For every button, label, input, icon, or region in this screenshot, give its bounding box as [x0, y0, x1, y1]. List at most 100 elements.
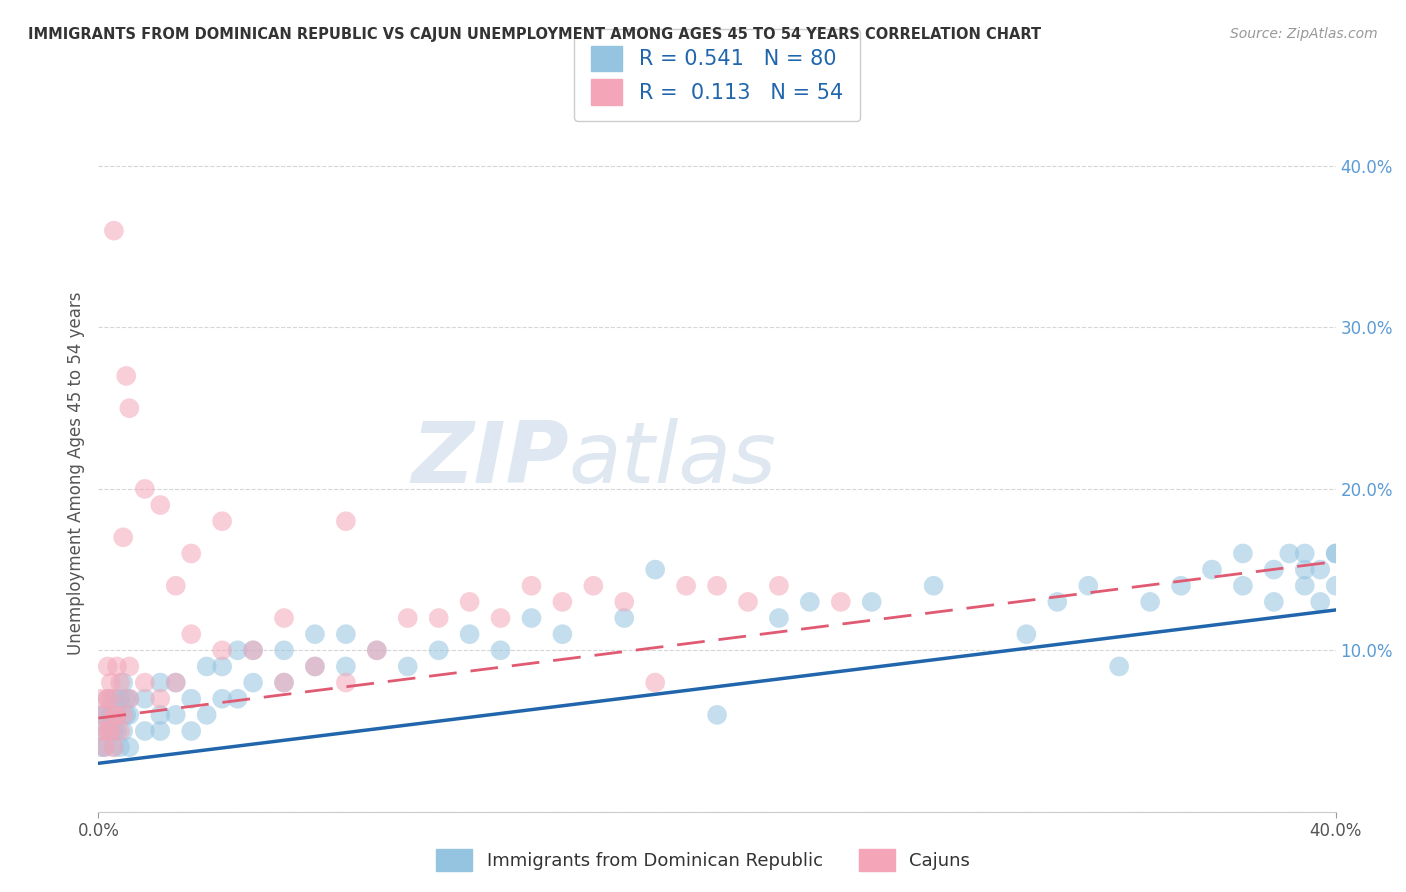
Legend: R = 0.541   N = 80, R =  0.113   N = 54: R = 0.541 N = 80, R = 0.113 N = 54 [574, 29, 860, 121]
Point [1324, 546, 1347, 560]
Point [1294, 546, 1316, 560]
Point [97, 659, 120, 673]
Point [90, 707, 112, 722]
Point [551, 627, 574, 641]
Point [582, 579, 605, 593]
Point [118, 707, 141, 722]
Point [273, 675, 295, 690]
Point [396, 659, 419, 673]
Point [90, 724, 112, 739]
Point [118, 401, 141, 416]
Point [180, 627, 202, 641]
Point [1077, 579, 1099, 593]
Point [115, 368, 138, 383]
Legend: Immigrants from Dominican Republic, Cajuns: Immigrants from Dominican Republic, Caju… [429, 842, 977, 879]
Point [100, 724, 122, 739]
Text: Source: ZipAtlas.com: Source: ZipAtlas.com [1230, 27, 1378, 41]
Point [115, 707, 138, 722]
Point [97, 724, 120, 739]
Point [149, 691, 172, 706]
Point [105, 724, 128, 739]
Point [427, 611, 450, 625]
Point [520, 611, 543, 625]
Point [134, 482, 156, 496]
Point [118, 659, 141, 673]
Point [100, 675, 122, 690]
Point [1232, 579, 1254, 593]
Point [108, 740, 131, 755]
Point [1294, 563, 1316, 577]
Point [165, 675, 187, 690]
Point [100, 691, 122, 706]
Text: atlas: atlas [568, 417, 776, 500]
Point [644, 675, 666, 690]
Point [335, 659, 357, 673]
Point [1263, 595, 1285, 609]
Point [644, 563, 666, 577]
Point [97, 724, 120, 739]
Point [1201, 563, 1223, 577]
Point [108, 675, 131, 690]
Point [613, 611, 636, 625]
Point [134, 724, 156, 739]
Point [211, 514, 233, 528]
Point [103, 707, 125, 722]
Point [242, 675, 264, 690]
Point [675, 579, 697, 593]
Point [149, 707, 172, 722]
Point [304, 627, 326, 641]
Point [1046, 595, 1069, 609]
Point [105, 707, 128, 722]
Point [149, 675, 172, 690]
Point [520, 579, 543, 593]
Point [97, 691, 120, 706]
Point [103, 724, 125, 739]
Point [103, 691, 125, 706]
Point [112, 707, 135, 722]
Point [108, 724, 131, 739]
Text: IMMIGRANTS FROM DOMINICAN REPUBLIC VS CAJUN UNEMPLOYMENT AMONG AGES 45 TO 54 YEA: IMMIGRANTS FROM DOMINICAN REPUBLIC VS CA… [28, 27, 1042, 42]
Point [134, 675, 156, 690]
Point [706, 707, 728, 722]
Point [211, 659, 233, 673]
Point [180, 691, 202, 706]
Text: ZIP: ZIP [411, 417, 568, 500]
Point [112, 724, 135, 739]
Point [489, 643, 512, 657]
Point [180, 546, 202, 560]
Point [90, 724, 112, 739]
Point [768, 579, 790, 593]
Point [118, 740, 141, 755]
Point [304, 659, 326, 673]
Point [1324, 579, 1347, 593]
Point [304, 659, 326, 673]
Point [195, 659, 218, 673]
Point [1309, 595, 1331, 609]
Point [1170, 579, 1192, 593]
Point [1309, 563, 1331, 577]
Point [273, 611, 295, 625]
Point [366, 643, 388, 657]
Y-axis label: Unemployment Among Ages 45 to 54 years: Unemployment Among Ages 45 to 54 years [66, 291, 84, 655]
Point [242, 643, 264, 657]
Point [1015, 627, 1038, 641]
Point [273, 643, 295, 657]
Point [427, 643, 450, 657]
Point [103, 740, 125, 755]
Point [226, 643, 249, 657]
Point [112, 675, 135, 690]
Point [118, 691, 141, 706]
Point [458, 595, 481, 609]
Point [1324, 546, 1347, 560]
Point [613, 595, 636, 609]
Point [165, 675, 187, 690]
Point [93, 740, 115, 755]
Point [396, 611, 419, 625]
Point [112, 530, 135, 544]
Point [97, 691, 120, 706]
Point [100, 724, 122, 739]
Point [335, 675, 357, 690]
Point [134, 691, 156, 706]
Point [335, 627, 357, 641]
Point [93, 707, 115, 722]
